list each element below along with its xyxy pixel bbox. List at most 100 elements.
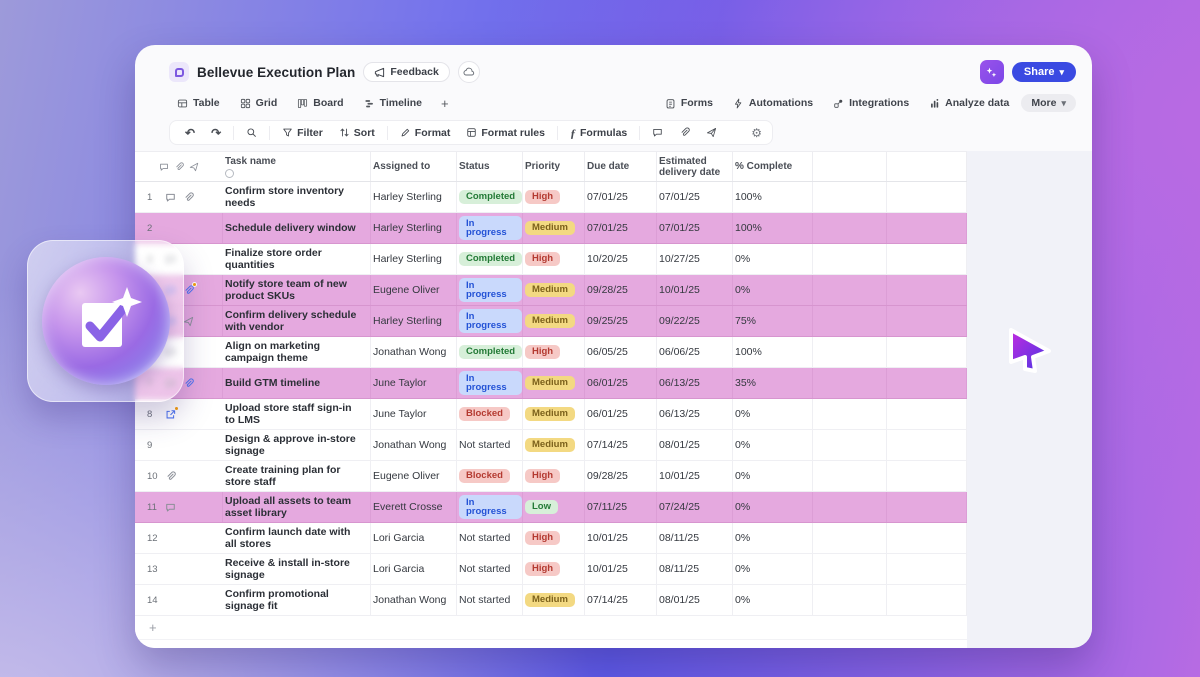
status-cell[interactable]: Blocked [457, 461, 523, 491]
assigned-to-cell[interactable]: Everett Crosse [371, 492, 457, 522]
integrations-button[interactable]: Integrations [825, 94, 917, 112]
complete-cell[interactable]: 0% [733, 554, 813, 584]
feedback-button[interactable]: Feedback [363, 62, 450, 82]
assigned-to-cell[interactable]: Eugene Oliver [371, 275, 457, 305]
assigned-to-cell[interactable]: Harley Sterling [371, 244, 457, 274]
priority-cell[interactable]: High [523, 337, 585, 367]
assigned-to-cell[interactable]: Eugene Oliver [371, 461, 457, 491]
estimated-delivery-cell[interactable]: 07/01/25 [657, 213, 733, 243]
table-row[interactable]: 6 Align on marketing campaign theme Jona… [135, 337, 967, 368]
task-name-cell[interactable]: Notify store team of new product SKUs [223, 275, 371, 305]
status-cell[interactable]: Completed [457, 244, 523, 274]
complete-cell[interactable]: 0% [733, 275, 813, 305]
status-cell[interactable]: Not started [457, 585, 523, 615]
share-button[interactable]: Share ▾ [1011, 62, 1076, 82]
empty-cell-1[interactable] [813, 585, 887, 615]
status-cell[interactable]: In progress [457, 213, 523, 243]
empty-cell-1[interactable] [813, 492, 887, 522]
column-header-status[interactable]: Status [457, 152, 523, 181]
priority-cell[interactable]: Medium [523, 585, 585, 615]
estimated-delivery-cell[interactable]: 10/27/25 [657, 244, 733, 274]
assigned-to-cell[interactable]: Jonathan Wong [371, 585, 457, 615]
task-name-cell[interactable]: Align on marketing campaign theme [223, 337, 371, 367]
empty-cell-2[interactable] [887, 585, 967, 615]
empty-cell-2[interactable] [887, 337, 967, 367]
table-row[interactable]: 8 Upload store staff sign-in to LMS June… [135, 399, 967, 430]
filter-button[interactable]: Filter [275, 125, 330, 141]
status-cell[interactable]: In progress [457, 492, 523, 522]
priority-cell[interactable]: Medium [523, 275, 585, 305]
empty-cell-2[interactable] [887, 244, 967, 274]
settings-gear-button[interactable]: ⚙ [751, 125, 762, 140]
due-date-cell[interactable]: 07/14/25 [585, 430, 657, 460]
column-header-task-name[interactable]: Task name [223, 152, 371, 181]
format-button[interactable]: Format [393, 125, 458, 141]
due-date-cell[interactable]: 06/01/25 [585, 399, 657, 429]
task-name-cell[interactable]: Confirm launch date with all stores [223, 523, 371, 553]
status-cell[interactable]: In progress [457, 368, 523, 398]
priority-cell[interactable]: High [523, 461, 585, 491]
table-row[interactable]: 1 Confirm store inventory needs Harley S… [135, 182, 967, 213]
assigned-to-cell[interactable]: Harley Sterling [371, 182, 457, 212]
column-header-estimated-delivery[interactable]: Estimated delivery date [657, 152, 733, 181]
empty-cell-2[interactable] [887, 523, 967, 553]
assigned-to-cell[interactable]: June Taylor [371, 399, 457, 429]
task-name-cell[interactable]: Confirm promotional signage fit [223, 585, 371, 615]
assigned-to-cell[interactable]: Lori Garcia [371, 523, 457, 553]
assigned-to-cell[interactable]: Harley Sterling [371, 306, 457, 336]
empty-cell-2[interactable] [887, 461, 967, 491]
empty-cell-1[interactable] [813, 554, 887, 584]
send-icon[interactable] [182, 315, 195, 328]
table-row[interactable]: 3 Finalize store order quantities Harley… [135, 244, 967, 275]
task-name-cell[interactable]: Create training plan for store staff [223, 461, 371, 491]
empty-cell-1[interactable] [813, 182, 887, 212]
add-row-button[interactable]: + [135, 616, 967, 640]
complete-cell[interactable]: 100% [733, 337, 813, 367]
priority-cell[interactable]: Medium [523, 399, 585, 429]
task-name-cell[interactable]: Upload all assets to team asset library [223, 492, 371, 522]
priority-cell[interactable]: High [523, 244, 585, 274]
estimated-delivery-cell[interactable]: 08/11/25 [657, 554, 733, 584]
empty-cell-1[interactable] [813, 461, 887, 491]
status-cell[interactable]: Not started [457, 430, 523, 460]
complete-cell[interactable]: 0% [733, 430, 813, 460]
column-header-empty-1[interactable] [813, 152, 887, 181]
task-name-cell[interactable]: Confirm delivery schedule with vendor [223, 306, 371, 336]
task-name-cell[interactable]: Upload store staff sign-in to LMS [223, 399, 371, 429]
empty-cell-1[interactable] [813, 306, 887, 336]
priority-cell[interactable]: Medium [523, 213, 585, 243]
priority-cell[interactable]: Medium [523, 368, 585, 398]
empty-cell-2[interactable] [887, 306, 967, 336]
format-rules-button[interactable]: Format rules [459, 125, 552, 141]
table-row[interactable]: 4 Notify store team of new product SKUs … [135, 275, 967, 306]
due-date-cell[interactable]: 10/01/25 [585, 554, 657, 584]
empty-cell-1[interactable] [813, 275, 887, 305]
table-row[interactable]: 10 Create training plan for store staff … [135, 461, 967, 492]
column-header-empty-2[interactable] [887, 152, 967, 181]
priority-cell[interactable]: High [523, 523, 585, 553]
empty-cell-2[interactable] [887, 399, 967, 429]
empty-cell-1[interactable] [813, 399, 887, 429]
assigned-to-cell[interactable]: Harley Sterling [371, 213, 457, 243]
task-name-cell[interactable]: Finalize store order quantities [223, 244, 371, 274]
empty-cell-2[interactable] [887, 368, 967, 398]
task-name-cell[interactable]: Build GTM timeline [223, 368, 371, 398]
estimated-delivery-cell[interactable]: 10/01/25 [657, 461, 733, 491]
assigned-to-cell[interactable]: Jonathan Wong [371, 337, 457, 367]
status-cell[interactable]: Completed [457, 337, 523, 367]
table-row[interactable]: 5 Confirm delivery schedule with vendor … [135, 306, 967, 337]
add-view-button[interactable]: + [441, 95, 449, 111]
task-name-cell[interactable]: Design & approve in-store signage [223, 430, 371, 460]
paperclip-icon[interactable] [182, 377, 195, 390]
empty-cell-1[interactable] [813, 337, 887, 367]
due-date-cell[interactable]: 10/20/25 [585, 244, 657, 274]
priority-cell[interactable]: Medium [523, 430, 585, 460]
table-row[interactable]: 11 Upload all assets to team asset libra… [135, 492, 967, 523]
complete-cell[interactable]: 75% [733, 306, 813, 336]
estimated-delivery-cell[interactable]: 06/06/25 [657, 337, 733, 367]
column-header-assigned-to[interactable]: Assigned to [371, 152, 457, 181]
sort-button[interactable]: Sort [332, 125, 382, 141]
table-row[interactable]: 13 Receive & install in-store signage Lo… [135, 554, 967, 585]
empty-cell-1[interactable] [813, 430, 887, 460]
priority-cell[interactable]: High [523, 554, 585, 584]
